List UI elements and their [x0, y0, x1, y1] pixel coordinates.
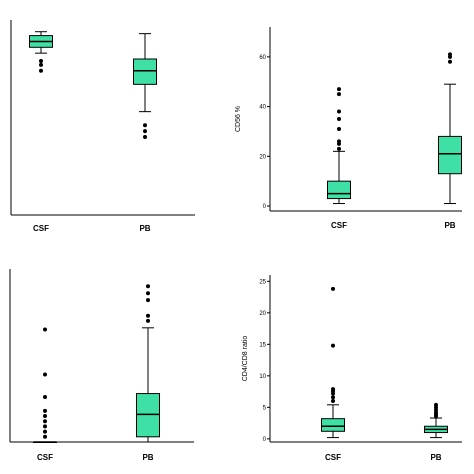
outlier-point	[43, 434, 47, 439]
outlier-point	[448, 59, 452, 64]
outlier-point	[43, 424, 47, 429]
box-iqr	[136, 393, 160, 438]
outlier-point	[146, 291, 150, 296]
category-label: PB	[444, 221, 455, 230]
outlier-point	[143, 135, 147, 139]
outlier-point	[43, 408, 47, 413]
outlier-point	[43, 414, 47, 419]
category-label: PB	[139, 224, 150, 233]
y-tick-label: 20	[259, 311, 266, 317]
outlier-point	[337, 117, 341, 121]
y-axis-title: CD4/CD8 ratio	[242, 336, 249, 382]
category-label: PB	[430, 453, 441, 462]
y-axis-title: CD56 %	[235, 106, 242, 132]
category-label: CSF	[37, 453, 53, 462]
y-tick-label: 60	[259, 55, 266, 61]
y-tick-label: 0	[263, 204, 267, 210]
outlier-point	[331, 387, 335, 392]
outlier-point	[43, 429, 47, 434]
panel-bottom-right: 0 5 10 15 20 25 CD4/CD8 ratio CSF PB	[242, 275, 462, 462]
panel-top-left: CSF PB	[10, 20, 195, 233]
outlier-point	[331, 343, 335, 348]
outlier-point	[143, 123, 147, 128]
outlier-point	[331, 399, 335, 404]
outlier-point	[143, 129, 147, 134]
y-tick-label: 10	[259, 374, 266, 380]
outlier-point	[43, 372, 47, 377]
outlier-point	[337, 139, 341, 144]
category-label: CSF	[331, 221, 347, 230]
outlier-point	[331, 286, 335, 291]
category-label: CSF	[325, 453, 341, 462]
outlier-point	[39, 58, 43, 63]
outlier-point	[146, 298, 150, 303]
y-tick-label: 0	[263, 437, 267, 443]
outlier-point	[43, 395, 47, 400]
outlier-point	[337, 87, 341, 92]
y-tick-label: 15	[259, 342, 266, 348]
outlier-point	[43, 419, 47, 424]
outlier-point	[43, 327, 47, 332]
y-tick-label: 20	[259, 154, 266, 160]
outlier-point	[146, 284, 150, 289]
outlier-point	[146, 318, 150, 323]
outlier-point	[331, 395, 335, 400]
outlier-point	[448, 52, 452, 57]
outlier-point	[39, 68, 43, 73]
outlier-point	[337, 126, 341, 131]
panel-bottom-left: CSF PB	[9, 269, 194, 462]
category-label: PB	[142, 453, 153, 462]
y-tick-label: 40	[259, 105, 266, 111]
y-tick-label: 5	[263, 405, 267, 411]
box-iqr	[327, 180, 351, 200]
outlier-point	[146, 313, 150, 318]
outlier-point	[337, 92, 341, 97]
outlier-point	[337, 109, 341, 114]
box-iqr	[133, 58, 157, 85]
outlier-point	[434, 402, 438, 407]
box-iqr	[321, 418, 345, 432]
outlier-point	[39, 62, 43, 67]
y-tick-label: 25	[259, 279, 266, 285]
outlier-point	[337, 146, 341, 151]
category-label: CSF	[33, 224, 49, 233]
panel-top-right: 0 20 40 60 CD56 % CSF PB	[235, 27, 462, 230]
box-iqr	[438, 135, 462, 175]
